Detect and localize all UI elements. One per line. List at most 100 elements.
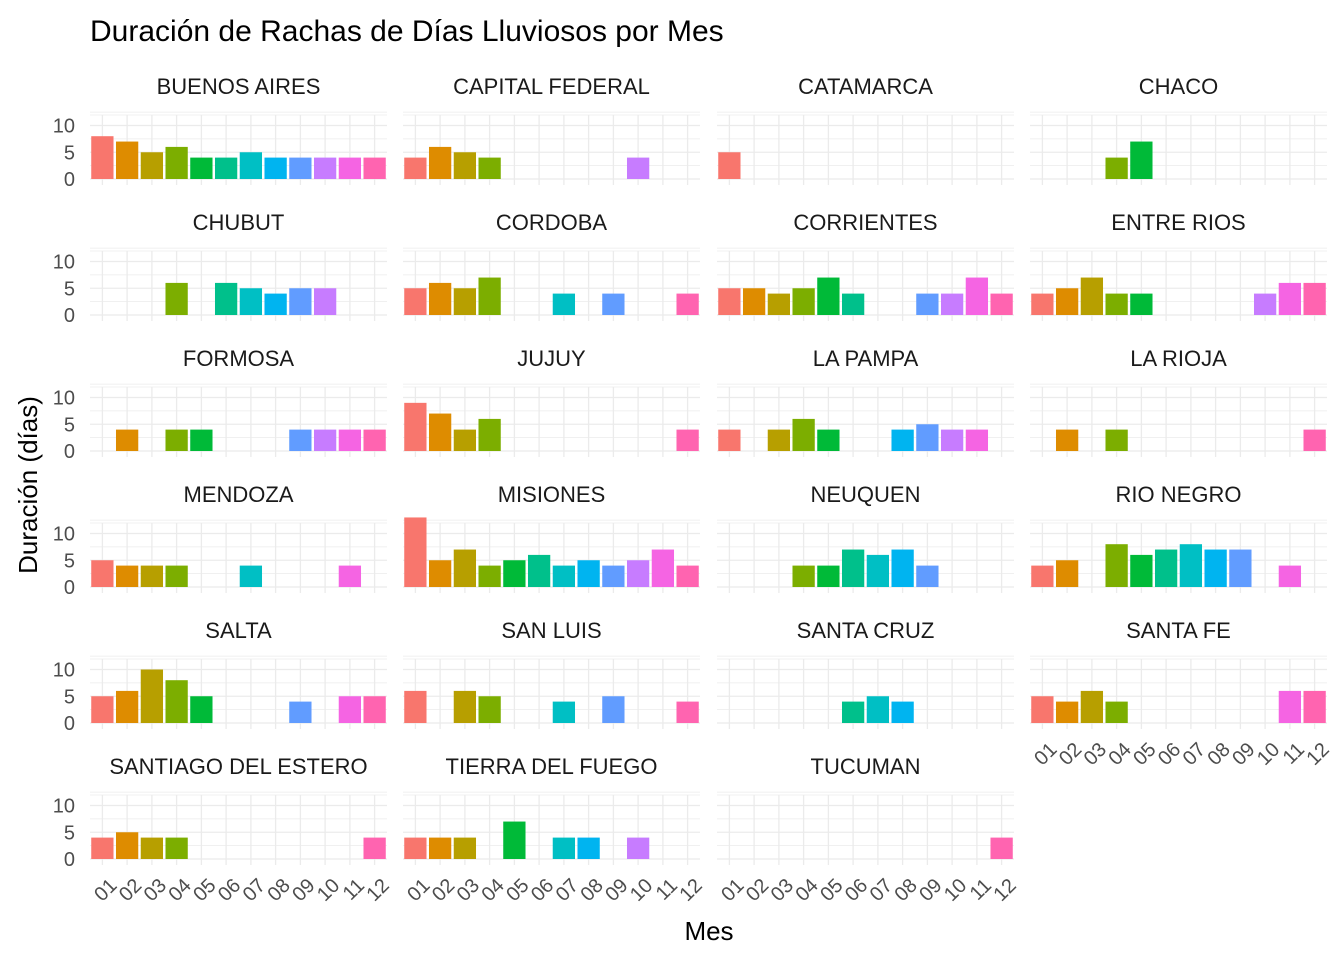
facet-chaco: CHACO bbox=[1030, 74, 1327, 185]
bar-01 bbox=[91, 837, 114, 859]
bar-01 bbox=[404, 837, 427, 859]
facet-santa-cruz: SANTA CRUZ bbox=[717, 618, 1014, 729]
bar-02 bbox=[115, 141, 139, 179]
facet-label: SANTIAGO DEL ESTERO bbox=[109, 754, 367, 779]
facet-formosa: FORMOSA 0 5 10 bbox=[53, 346, 387, 463]
bar-02 bbox=[115, 565, 139, 587]
bar-04 bbox=[165, 282, 188, 315]
facet-la-pampa: LA PAMPA bbox=[717, 346, 1014, 457]
bar-10 bbox=[940, 293, 964, 315]
bar-02 bbox=[115, 690, 139, 723]
bar-04 bbox=[478, 418, 501, 451]
bar-07 bbox=[866, 696, 890, 723]
bar-04 bbox=[478, 277, 501, 315]
facet-label: FORMOSA bbox=[183, 346, 295, 371]
bar-09 bbox=[602, 293, 625, 315]
bar-10 bbox=[626, 837, 650, 859]
y-tick-label: 0 bbox=[64, 849, 75, 871]
facet-santiago-del-estero: SANTIAGO DEL ESTERO051001020304050607080… bbox=[53, 754, 394, 906]
bar-08 bbox=[891, 701, 914, 723]
bar-04 bbox=[1105, 157, 1128, 179]
bar-08 bbox=[891, 549, 914, 587]
bar-07 bbox=[239, 152, 263, 179]
facet-capital-federal: CAPITAL FEDERAL bbox=[403, 74, 700, 185]
bar-11 bbox=[338, 429, 362, 451]
bar-04 bbox=[1105, 429, 1128, 451]
y-tick-label: 5 bbox=[64, 278, 75, 300]
bar-03 bbox=[767, 293, 791, 315]
bar-07 bbox=[239, 565, 263, 587]
bar-01 bbox=[404, 288, 427, 315]
x-tick-label: 12 bbox=[989, 875, 1020, 906]
bar-01 bbox=[91, 136, 114, 179]
bar-07 bbox=[552, 565, 576, 587]
bar-12 bbox=[363, 157, 386, 179]
bar-03 bbox=[140, 565, 164, 587]
bar-10 bbox=[313, 157, 337, 179]
bar-01 bbox=[404, 517, 427, 587]
bar-04 bbox=[1105, 293, 1128, 315]
bar-08 bbox=[891, 429, 914, 451]
y-tick-label: 0 bbox=[64, 713, 75, 735]
bar-03 bbox=[140, 152, 164, 179]
y-axis-title: Duración (días) bbox=[13, 396, 43, 574]
bar-08 bbox=[577, 560, 600, 587]
bar-09 bbox=[289, 429, 312, 451]
bar-05 bbox=[1130, 554, 1153, 587]
chart-title: Duración de Rachas de Días Lluviosos por… bbox=[90, 15, 724, 48]
bar-04 bbox=[478, 696, 501, 723]
facet-jujuy: JUJUY bbox=[403, 346, 700, 457]
bar-12 bbox=[363, 837, 386, 859]
facet-label: CAPITAL FEDERAL bbox=[453, 74, 650, 99]
y-tick-label: 0 bbox=[64, 441, 75, 463]
bar-04 bbox=[165, 429, 188, 451]
bar-02 bbox=[428, 413, 452, 451]
bar-10 bbox=[1253, 293, 1277, 315]
bar-03 bbox=[140, 837, 164, 859]
bar-11 bbox=[1278, 565, 1302, 587]
bar-08 bbox=[577, 837, 600, 859]
bar-07 bbox=[552, 837, 576, 859]
facet-label: CORRIENTES bbox=[793, 210, 937, 235]
bar-03 bbox=[453, 429, 477, 451]
bar-11 bbox=[338, 565, 362, 587]
bar-09 bbox=[289, 701, 312, 723]
facet-rio-negro: RIO NEGRO bbox=[1030, 482, 1327, 593]
bar-04 bbox=[165, 565, 188, 587]
y-tick-label: 10 bbox=[53, 252, 75, 274]
bar-02 bbox=[115, 832, 139, 859]
bar-03 bbox=[1080, 690, 1104, 723]
facet-catamarca: CATAMARCA bbox=[717, 74, 1014, 185]
bar-07 bbox=[1179, 544, 1203, 587]
bar-09 bbox=[916, 565, 939, 587]
bar-03 bbox=[453, 288, 477, 315]
bar-01 bbox=[718, 152, 741, 179]
bar-04 bbox=[478, 157, 501, 179]
bar-04 bbox=[792, 288, 815, 315]
bar-11 bbox=[338, 696, 362, 723]
bar-12 bbox=[676, 565, 699, 587]
facet-label: SAN LUIS bbox=[501, 618, 601, 643]
bar-11 bbox=[1278, 690, 1302, 723]
facet-panels: BUENOS AIRES 0 5 10 CAPITAL FEDERAL CATAMARCA… bbox=[53, 74, 1334, 906]
bar-10 bbox=[626, 157, 650, 179]
bar-02 bbox=[1055, 429, 1079, 451]
bar-05 bbox=[190, 429, 213, 451]
bar-11 bbox=[965, 429, 989, 451]
bar-04 bbox=[792, 418, 815, 451]
bar-05 bbox=[817, 277, 840, 315]
bar-06 bbox=[527, 554, 551, 587]
bar-12 bbox=[676, 429, 699, 451]
bar-02 bbox=[428, 560, 452, 587]
facet-label: BUENOS AIRES bbox=[157, 74, 321, 99]
y-tick-label: 5 bbox=[64, 414, 75, 436]
x-axis-title: Mes bbox=[684, 916, 733, 946]
bar-04 bbox=[1105, 701, 1128, 723]
x-tick-label: 12 bbox=[362, 875, 393, 906]
x-tick-label: 12 bbox=[1302, 739, 1333, 770]
bar-12 bbox=[676, 701, 699, 723]
bar-08 bbox=[264, 157, 287, 179]
bar-05 bbox=[503, 560, 526, 587]
